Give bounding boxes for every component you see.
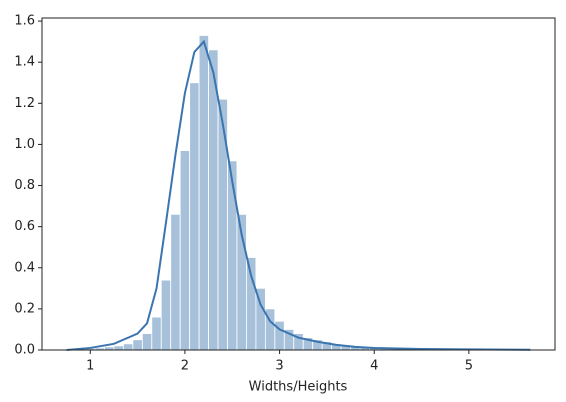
y-tick-label: 1.0 (14, 137, 35, 152)
bar (141, 333, 153, 351)
bar (151, 316, 162, 351)
plot-frame (41, 17, 556, 351)
x-tick-label: 4 (370, 359, 378, 374)
bar (198, 35, 209, 351)
bar (122, 343, 134, 351)
bar (160, 279, 172, 351)
x-tick-label: 5 (465, 359, 473, 374)
bar (170, 213, 181, 351)
bar (217, 98, 228, 351)
bar (113, 345, 124, 351)
bar (246, 257, 257, 351)
y-tick-label: 0.2 (14, 301, 35, 316)
y-tick-label: 1.6 (14, 14, 35, 29)
kde-line (66, 39, 531, 351)
bar (189, 82, 200, 351)
x-tick-label: 2 (181, 359, 189, 374)
y-tick-label: 0.0 (14, 343, 35, 358)
y-tick-label: 1.4 (14, 55, 35, 70)
y-tick-label: 0.8 (14, 178, 35, 193)
x-tick-label: 1 (86, 359, 94, 374)
x-axis-label: Widths/Heights (249, 380, 348, 395)
bar (132, 339, 143, 351)
y-tick-label: 0.4 (14, 260, 35, 275)
bar (179, 150, 191, 351)
y-tick-label: 0.6 (14, 219, 35, 234)
x-tick-label: 3 (275, 359, 283, 374)
bar (227, 160, 238, 351)
y-tick-label: 1.2 (14, 96, 35, 111)
